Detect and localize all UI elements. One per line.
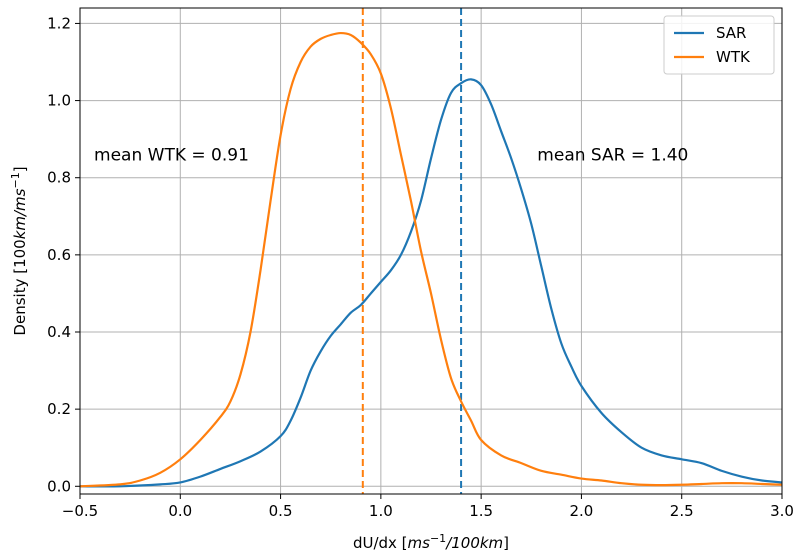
y-tick-label: 0.8 xyxy=(47,169,71,187)
y-axis-label-close: ] xyxy=(11,166,29,172)
y-axis-label-prefix: Density [100 xyxy=(11,239,29,335)
series-line-wtk xyxy=(79,31,783,488)
x-tick-label: 2.5 xyxy=(670,502,694,520)
x-tick-label: 1.0 xyxy=(369,502,393,520)
y-tick-label: 1.0 xyxy=(47,92,71,110)
grid-lines xyxy=(79,8,783,494)
x-tick-label: 0.0 xyxy=(168,502,192,520)
y-axis-label: Density [100km/ms−1] xyxy=(9,166,29,335)
x-axis-label-unit-ms: ms xyxy=(408,534,431,552)
axis-ticks: −0.5 0.0 0.5 1.0 1.5 2.0 2.5 3.0 0.0 0.2 0.4 0.6 0.8… xyxy=(47,14,794,520)
x-axis-label-unit-rest: /100km xyxy=(444,534,503,552)
y-tick-label: 0.4 xyxy=(47,323,71,341)
y-tick-label: 0.2 xyxy=(47,400,71,418)
x-tick-label: −0.5 xyxy=(62,502,98,520)
annotation-0: mean WTK = 0.91 xyxy=(94,145,249,165)
mean-lines xyxy=(361,8,463,494)
y-tick-label: 0.0 xyxy=(47,477,71,495)
x-tick-label: 1.5 xyxy=(469,502,493,520)
x-axis-label-prefix: dU/dx [ xyxy=(353,534,408,552)
x-axis-label: dU/dx [ms−1/100km] xyxy=(353,532,509,552)
legend-label-wtk: WTK xyxy=(716,48,751,66)
y-tick-label: 1.2 xyxy=(47,14,71,32)
plot-frame xyxy=(79,7,783,495)
annotation-1: mean SAR = 1.40 xyxy=(537,145,688,165)
legend-label-sar: SAR xyxy=(716,24,746,42)
x-tick-label: 3.0 xyxy=(770,502,794,520)
series-lines xyxy=(79,31,783,488)
legend-box xyxy=(663,15,775,75)
series-line-sar xyxy=(79,78,783,488)
x-axis-label-exp: −1 xyxy=(430,532,446,545)
x-tick-label: 0.5 xyxy=(269,502,293,520)
y-tick-label: 0.6 xyxy=(47,246,71,264)
y-axis-label-exp: −1 xyxy=(9,172,22,188)
x-tick-label: 2.0 xyxy=(569,502,593,520)
annotations: mean WTK = 0.91 mean SAR = 1.40 xyxy=(94,145,688,165)
x-axis-label-close: ] xyxy=(503,534,509,552)
legend: SAR WTK xyxy=(663,15,775,75)
y-axis-label-unit-km: km/ms xyxy=(11,188,29,239)
